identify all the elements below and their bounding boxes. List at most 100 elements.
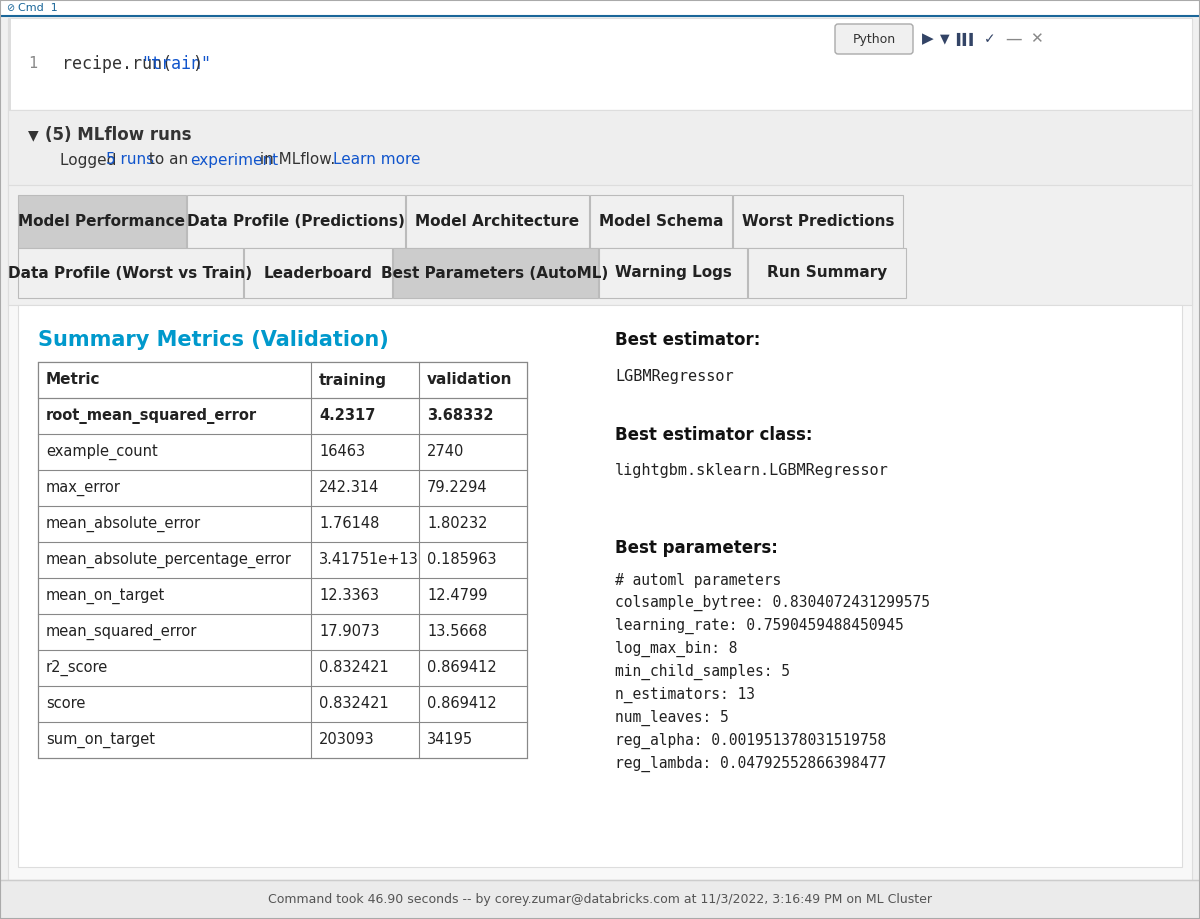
Bar bbox=[38, 362, 527, 758]
Text: reg_alpha: 0.001951378031519758: reg_alpha: 0.001951378031519758 bbox=[616, 732, 887, 749]
Text: Leaderboard: Leaderboard bbox=[264, 266, 372, 280]
Bar bbox=[8, 185, 1192, 305]
Bar bbox=[187, 195, 406, 248]
Text: Model Architecture: Model Architecture bbox=[415, 213, 580, 229]
Text: "train": "train" bbox=[142, 55, 211, 73]
Bar bbox=[394, 248, 598, 298]
Text: learning_rate: 0.7590459488450945: learning_rate: 0.7590459488450945 bbox=[616, 618, 904, 634]
Bar bbox=[590, 195, 732, 248]
Text: —: — bbox=[1006, 30, 1021, 48]
Text: Data Profile (Worst vs Train): Data Profile (Worst vs Train) bbox=[8, 266, 252, 280]
Text: (5) MLflow runs: (5) MLflow runs bbox=[46, 126, 192, 144]
Bar bbox=[0, 0, 1200, 16]
Text: 12.3363: 12.3363 bbox=[319, 588, 379, 604]
Bar bbox=[244, 248, 392, 298]
Text: ): ) bbox=[192, 55, 202, 73]
Text: ▼: ▼ bbox=[28, 128, 38, 142]
Text: 5 runs: 5 runs bbox=[106, 153, 154, 167]
Text: Model Performance: Model Performance bbox=[18, 213, 186, 229]
Text: ⊘: ⊘ bbox=[6, 3, 14, 13]
Text: # automl parameters: # automl parameters bbox=[616, 573, 781, 587]
Text: Run Summary: Run Summary bbox=[767, 266, 887, 280]
Text: 203093: 203093 bbox=[319, 732, 374, 747]
Text: 12.4799: 12.4799 bbox=[427, 588, 487, 604]
Bar bbox=[748, 248, 906, 298]
Text: Worst Predictions: Worst Predictions bbox=[742, 213, 894, 229]
Text: 242.314: 242.314 bbox=[319, 481, 379, 495]
Text: 0.832421: 0.832421 bbox=[319, 661, 389, 675]
Text: 0.869412: 0.869412 bbox=[427, 697, 497, 711]
Text: score: score bbox=[46, 697, 85, 711]
Text: Best Parameters (AutoML): Best Parameters (AutoML) bbox=[382, 266, 608, 280]
FancyBboxPatch shape bbox=[835, 24, 913, 54]
Text: experiment: experiment bbox=[190, 153, 278, 167]
Text: log_max_bin: 8: log_max_bin: 8 bbox=[616, 641, 738, 657]
Text: 0.869412: 0.869412 bbox=[427, 661, 497, 675]
Text: 13.5668: 13.5668 bbox=[427, 625, 487, 640]
Text: in MLflow.: in MLflow. bbox=[256, 153, 340, 167]
Bar bbox=[8, 18, 11, 110]
Text: validation: validation bbox=[427, 372, 512, 388]
Bar bbox=[406, 195, 589, 248]
Text: to an: to an bbox=[144, 153, 193, 167]
Text: 2740: 2740 bbox=[427, 445, 464, 460]
Text: 3.68332: 3.68332 bbox=[427, 409, 493, 424]
Text: root_mean_squared_error: root_mean_squared_error bbox=[46, 408, 257, 424]
Bar bbox=[733, 195, 904, 248]
Bar bbox=[8, 110, 1192, 880]
Text: mean_on_target: mean_on_target bbox=[46, 588, 166, 604]
Text: 17.9073: 17.9073 bbox=[319, 625, 379, 640]
Text: lightgbm.sklearn.LGBMRegressor: lightgbm.sklearn.LGBMRegressor bbox=[616, 463, 889, 479]
Bar bbox=[18, 305, 1182, 867]
Text: mean_squared_error: mean_squared_error bbox=[46, 624, 197, 641]
Text: Best estimator class:: Best estimator class: bbox=[616, 426, 812, 444]
Bar bbox=[38, 362, 527, 398]
Bar bbox=[8, 110, 1192, 185]
Text: Summary Metrics (Validation): Summary Metrics (Validation) bbox=[38, 330, 389, 350]
Text: Learn more: Learn more bbox=[334, 153, 420, 167]
Text: Model Schema: Model Schema bbox=[599, 213, 724, 229]
Text: ✕: ✕ bbox=[1030, 31, 1043, 47]
Text: ✓: ✓ bbox=[984, 32, 996, 46]
Text: 16463: 16463 bbox=[319, 445, 365, 460]
Text: 1.76148: 1.76148 bbox=[319, 516, 379, 531]
Bar bbox=[8, 18, 1192, 110]
Text: Data Profile (Predictions): Data Profile (Predictions) bbox=[187, 213, 404, 229]
Text: Logged: Logged bbox=[60, 153, 121, 167]
Text: mean_absolute_error: mean_absolute_error bbox=[46, 516, 202, 532]
Text: 4.2317: 4.2317 bbox=[319, 409, 376, 424]
Text: Python: Python bbox=[852, 32, 895, 46]
Text: 79.2294: 79.2294 bbox=[427, 481, 487, 495]
Text: 1.80232: 1.80232 bbox=[427, 516, 487, 531]
Text: ▌▌▌: ▌▌▌ bbox=[956, 32, 977, 46]
Text: min_child_samples: 5: min_child_samples: 5 bbox=[616, 664, 790, 680]
Text: 0.185963: 0.185963 bbox=[427, 552, 497, 568]
Text: n_estimators: 13: n_estimators: 13 bbox=[616, 686, 755, 703]
Text: example_count: example_count bbox=[46, 444, 157, 460]
Text: r2_score: r2_score bbox=[46, 660, 108, 676]
Text: training: training bbox=[319, 372, 386, 388]
Bar bbox=[599, 248, 746, 298]
Text: max_error: max_error bbox=[46, 481, 121, 495]
Text: Best parameters:: Best parameters: bbox=[616, 539, 778, 557]
Bar bbox=[18, 195, 186, 248]
Text: Best estimator:: Best estimator: bbox=[616, 331, 761, 349]
Text: 3.41751e+13: 3.41751e+13 bbox=[319, 552, 419, 568]
Bar bbox=[0, 880, 1200, 919]
Text: Metric: Metric bbox=[46, 372, 101, 388]
Text: LGBMRegressor: LGBMRegressor bbox=[616, 369, 733, 383]
Text: Cmd  1: Cmd 1 bbox=[18, 3, 58, 13]
Text: Warning Logs: Warning Logs bbox=[614, 266, 732, 280]
Text: reg_lambda: 0.04792552866398477: reg_lambda: 0.04792552866398477 bbox=[616, 756, 887, 772]
Text: 34195: 34195 bbox=[427, 732, 473, 747]
Text: ▼: ▼ bbox=[940, 32, 949, 46]
Text: 0.832421: 0.832421 bbox=[319, 697, 389, 711]
Text: sum_on_target: sum_on_target bbox=[46, 732, 155, 748]
Text: 1: 1 bbox=[28, 56, 37, 72]
Text: ▶: ▶ bbox=[922, 31, 934, 47]
Text: colsample_bytree: 0.8304072431299575: colsample_bytree: 0.8304072431299575 bbox=[616, 595, 930, 611]
Text: mean_absolute_percentage_error: mean_absolute_percentage_error bbox=[46, 552, 292, 568]
Bar bbox=[18, 248, 242, 298]
Text: num_leaves: 5: num_leaves: 5 bbox=[616, 709, 728, 726]
Text: recipe.run(: recipe.run( bbox=[62, 55, 172, 73]
